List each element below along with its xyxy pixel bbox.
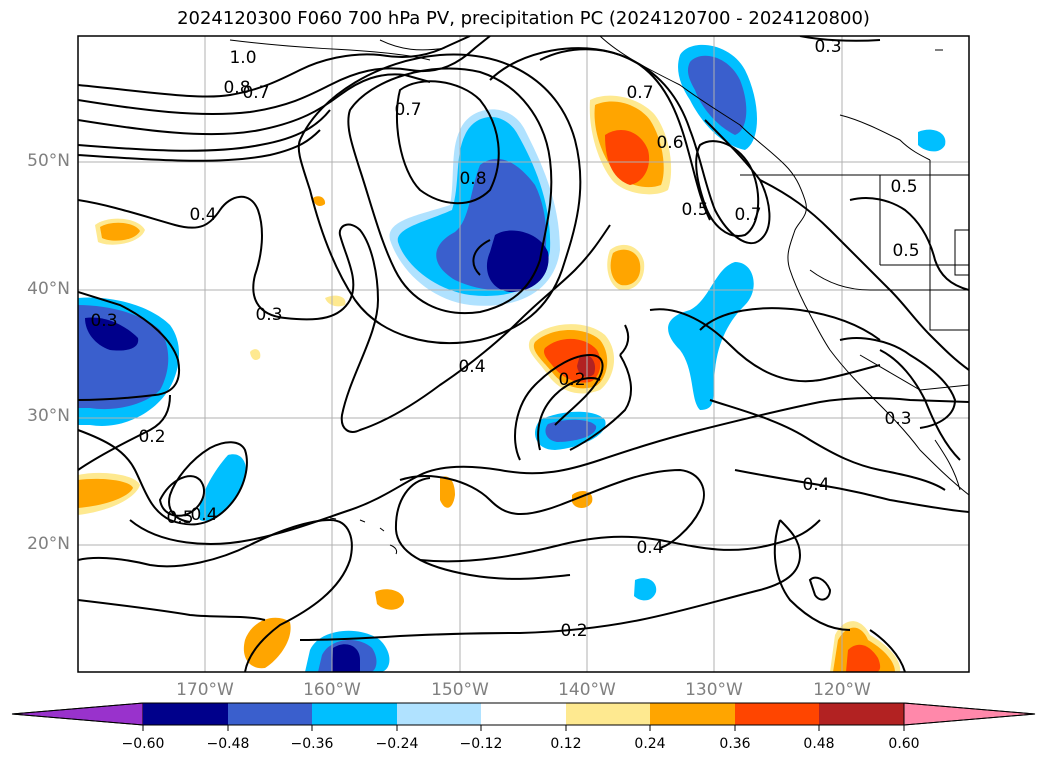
contour-label: 0.6 [656,133,683,153]
colorbar-tick-label: −0.12 [459,736,503,752]
colorbar-tick-label: 0.12 [550,736,582,752]
lon-label: 170°W [176,680,234,700]
pv-contours [78,36,969,672]
colorbar-tick-label: −0.24 [375,736,419,752]
lon-label: 120°W [813,680,871,700]
contour-label: 0.8 [459,169,486,189]
colorbar-tick-label: −0.36 [290,736,334,752]
map-title: 2024120300 F060 700 hPa PV, precipitatio… [177,8,870,29]
contour-label: 0.3 [255,305,282,325]
colorbar-segment [143,703,228,725]
map-frame [77,35,970,673]
contour-label: 0.7 [626,83,653,103]
contour-label: 0.4 [636,538,663,558]
contour-label: 0.4 [802,475,829,495]
colorbar-segment [566,703,650,725]
neg-anomaly-subtrop [199,454,247,521]
colorbar-segment [228,703,312,725]
contour-label: 0.5 [166,508,193,528]
contour-label: 0.7 [242,83,269,103]
colorbar-segment [819,703,904,725]
colorbar-tick-label: 0.48 [803,736,835,752]
contour-label: 0.3 [814,37,841,57]
contour-label: 0.2 [560,621,587,641]
lat-label: 30°N [27,406,70,426]
contour-label: 0.4 [190,505,217,525]
colorbar-extend-high [903,702,1036,726]
neg-anomaly-westcoast [668,262,754,410]
contour-label: 0.7 [394,100,421,120]
contour-label: 0.3 [884,409,911,429]
colorbar-segment [650,703,735,725]
colorbar-extend-low [11,702,144,726]
colorbar-segment [481,703,566,725]
colorbar-segment [735,703,819,725]
coastlines [229,36,969,555]
contour-label: 0.4 [458,357,485,377]
colorbar-tick-label: −0.60 [121,736,165,752]
colorbar [11,702,1036,731]
colorbar-tick-label: 0.36 [719,736,751,752]
contour-label: 0.5 [681,200,708,220]
contour-label: 1.0 [229,48,256,68]
contour-label: 0.2 [138,427,165,447]
contour-label: 0.2 [558,370,585,390]
lon-label: 140°W [558,680,616,700]
colorbar-segment [397,703,481,725]
lat-label: 50°N [27,151,70,171]
colorbar-tick-label: 0.24 [634,736,666,752]
contour-label: 0.8 [223,78,250,98]
colorbar-segment [312,703,397,725]
contour-label: 0.5 [890,177,917,197]
lat-label: 40°N [27,279,70,299]
contour-label: 0.5 [892,241,919,261]
colorbar-tick-label: 0.60 [888,736,920,752]
contour-label: 0.3 [90,311,117,331]
lon-label: 130°W [685,680,743,700]
colorbar-tick-label: −0.48 [206,736,250,752]
contour-labels: 1.0 0.8 0.7 0.7 0.8 0.7 0.6 0.5 0.7 0.3 … [90,37,919,641]
contour-label: 0.7 [734,205,761,225]
lon-label: 160°W [303,680,361,700]
contour-label: 0.4 [189,205,216,225]
lon-label: 150°W [431,680,489,700]
lat-label: 20°N [27,534,70,554]
